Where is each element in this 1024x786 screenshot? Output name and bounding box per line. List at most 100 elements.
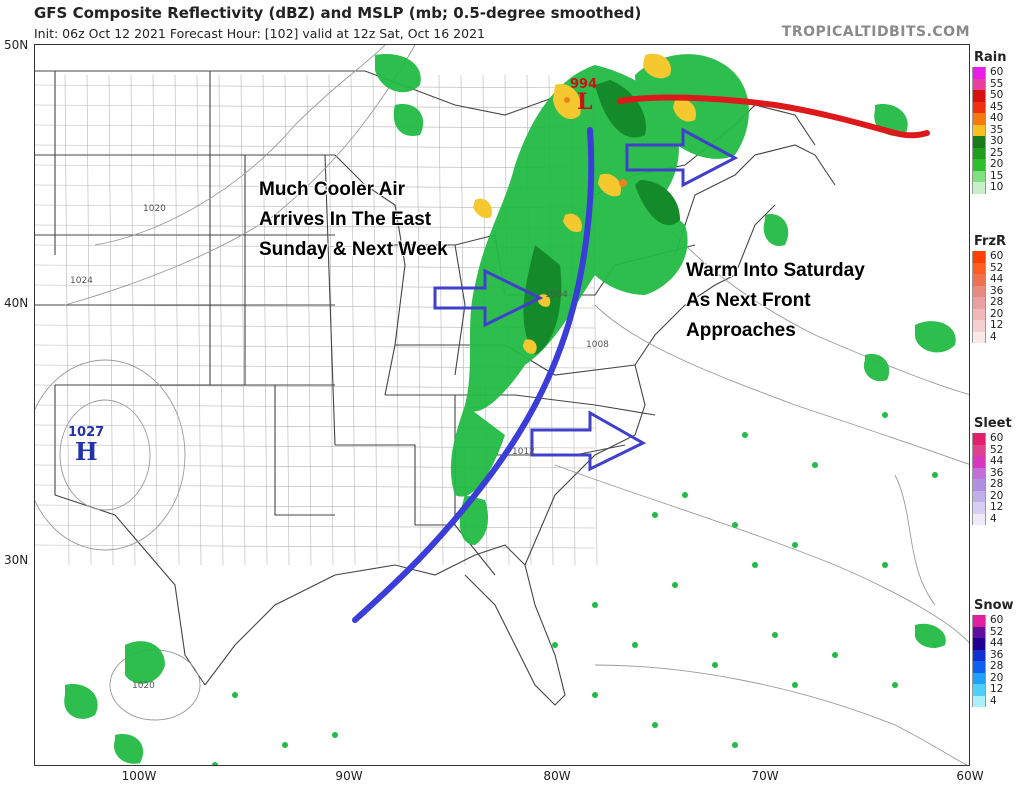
legend-value: 4	[990, 512, 997, 525]
legend-title: FrzR	[974, 234, 1007, 249]
legend-value: 4	[990, 694, 997, 707]
legend-row: 28	[972, 296, 1022, 309]
map-subtitle: Init: 06z Oct 12 2021 Forecast Hour: [10…	[34, 26, 485, 41]
legend-value: 12	[990, 319, 1004, 331]
legend-row: 60	[972, 432, 1022, 445]
isobar-label: 1012	[512, 447, 535, 457]
legend-row: 4	[972, 694, 1022, 707]
legend-value: 12	[990, 501, 1004, 513]
isobar-label: 1004	[545, 290, 568, 300]
legend-value: 40	[990, 112, 1004, 124]
legend-swatch	[972, 331, 986, 343]
legend-swatch	[972, 479, 986, 491]
high-pressure-letter: H	[75, 437, 98, 466]
legend-value: 30	[990, 135, 1004, 147]
legend-value: 4	[990, 330, 997, 343]
isobar-label: 1020	[132, 681, 155, 691]
legend-value: 60	[990, 432, 1004, 444]
legend-value: 28	[990, 660, 1004, 672]
motion-arrows	[433, 127, 739, 472]
legend-row: 20	[972, 307, 1022, 320]
legend-value: 36	[990, 466, 1004, 479]
legend-swatch	[972, 615, 986, 627]
lat-label-40n: 40N	[4, 296, 29, 310]
legend-row: 15	[972, 170, 1022, 182]
legend-value: 50	[990, 89, 1004, 101]
legend-value: 28	[990, 296, 1004, 308]
legend-swatch	[972, 695, 986, 707]
isobar-label: 1008	[586, 340, 609, 350]
legend-row: 44	[972, 455, 1022, 468]
cold-front-line	[352, 127, 595, 623]
legend-value: 25	[990, 146, 1004, 159]
legend-swatch	[972, 490, 986, 502]
lon-label-70w: 70W	[751, 769, 779, 783]
legend-value: 20	[990, 158, 1004, 170]
lon-label-60w: 60W	[956, 769, 984, 783]
legend-swatch	[972, 274, 986, 286]
legend-swatch	[972, 320, 986, 332]
low-pressure-value: 994	[570, 77, 598, 92]
legend-value: 20	[990, 307, 1004, 320]
legend-row: 12	[972, 683, 1022, 696]
high-pressure-value: 1027	[68, 425, 105, 440]
legend-swatch	[972, 626, 986, 638]
legend-value: 60	[990, 614, 1004, 626]
legend-swatch	[972, 90, 986, 102]
legend-row: 44	[972, 273, 1022, 286]
map-canvas	[34, 44, 970, 766]
legend-row: 20	[972, 158, 1022, 171]
legend-row: 60	[972, 614, 1022, 627]
legend-value: 60	[990, 66, 1004, 78]
legend-swatch	[972, 649, 986, 661]
legend-sleet: Sleet 60 52 44 36 28 20 12 4	[972, 416, 1022, 525]
isobar-label: 1020	[143, 204, 166, 214]
legend-swatch	[972, 113, 986, 125]
legend-frzr: FrzR 60 52 44 36 28 20 12 4	[972, 234, 1022, 343]
legend-swatch	[972, 182, 986, 194]
lon-label-90w: 90W	[335, 769, 363, 783]
annotation-line: Arrives In The East	[259, 209, 432, 230]
lon-label-80w: 80W	[543, 769, 571, 783]
legend-swatch	[972, 433, 986, 445]
legend-snow: Snow 60 52 44 36 28 20 12 4	[972, 598, 1022, 707]
legend-swatch	[972, 684, 986, 696]
annotation-line: Sunday & Next Week	[259, 239, 448, 260]
map-svg	[35, 45, 969, 765]
legend-swatch	[972, 444, 986, 456]
lon-label-100w: 100W	[121, 769, 157, 783]
legend-swatch	[972, 147, 986, 159]
lat-label-50n: 50N	[4, 38, 29, 52]
legend-value: 20	[990, 489, 1004, 502]
legend-value: 45	[990, 100, 1004, 113]
legend-value: 36	[990, 284, 1004, 297]
legend-value: 10	[990, 181, 1004, 193]
legend-swatch	[972, 456, 986, 468]
annotation-line: Much Cooler Air	[259, 179, 406, 200]
legend-row: 4	[972, 512, 1022, 525]
legend-title: Snow	[974, 598, 1014, 613]
legend-value: 44	[990, 273, 1004, 285]
legend-swatch	[972, 251, 986, 263]
arrow-northeast	[625, 127, 739, 188]
legend-row: 52	[972, 443, 1022, 456]
legend-row: 44	[972, 637, 1022, 650]
legend-swatch	[972, 502, 986, 514]
legend-row: 60	[972, 250, 1022, 263]
arrow-central	[433, 268, 544, 328]
legend-title: Rain	[974, 50, 1007, 65]
cooler-air-annotation: Much Cooler Air Arrives In The East Sund…	[259, 175, 448, 265]
legend-swatch	[972, 308, 986, 320]
legend-row: 52	[972, 262, 1022, 274]
legend-row: 10	[972, 181, 1022, 194]
legend-title: Sleet	[974, 416, 1012, 431]
legend-value: 52	[990, 443, 1004, 456]
legend-row: 20	[972, 672, 1022, 684]
legend-row: 55	[972, 78, 1022, 90]
legend-row: 20	[972, 489, 1022, 502]
legend-row: 30	[972, 135, 1022, 148]
warm-saturday-annotation: Warm Into Saturday As Next Front Approac…	[686, 256, 865, 346]
legend-value: 35	[990, 123, 1004, 136]
legend-rain: Rain 60 55 50 45 40 35 30 25 20 15 10	[972, 50, 1022, 194]
legend-value: 44	[990, 455, 1004, 467]
